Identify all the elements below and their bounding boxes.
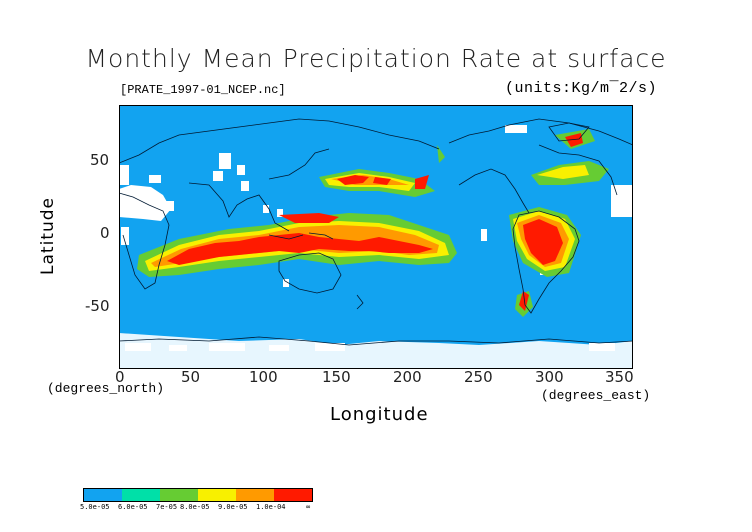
- legend-swatch: [122, 489, 160, 501]
- coastlines: [119, 118, 633, 346]
- map-title: Monthly Mean Precipitation Rate at surfa…: [85, 44, 667, 73]
- x-tick-100: 100: [249, 368, 278, 386]
- legend-swatch: [160, 489, 198, 501]
- legend-swatch: [84, 489, 122, 501]
- legend-label: ∞: [306, 503, 311, 511]
- x-tick-300: 300: [535, 368, 564, 386]
- y-tick-50: 50: [90, 151, 110, 169]
- y-unit-label: (degrees_north): [47, 381, 165, 396]
- file-label: [PRATE_1997-01_NCEP.nc]: [120, 83, 286, 97]
- x-tick-350: 350: [605, 368, 634, 386]
- legend-label: 8.0e-05: [180, 503, 210, 511]
- y-tick-minus50: -50: [85, 297, 110, 315]
- precipitation-map: [119, 105, 633, 369]
- x-axis-label: Longitude: [330, 404, 429, 425]
- precip-band-red: [167, 133, 583, 311]
- x-tick-250: 250: [464, 368, 493, 386]
- color-legend: [83, 488, 313, 502]
- legend-swatch: [274, 489, 312, 501]
- x-tick-50: 50: [181, 368, 201, 386]
- x-tick-0: 0: [115, 368, 125, 386]
- legend-label: 6.0e-05: [118, 503, 148, 511]
- x-unit-label: (degrees_east): [541, 388, 651, 403]
- legend-label: 1.0e-04: [256, 503, 286, 511]
- map-frame: [119, 105, 633, 369]
- y-tick-0: 0: [100, 224, 110, 242]
- legend-label: 7e-05: [156, 503, 178, 511]
- legend-swatch: [198, 489, 236, 501]
- y-axis-label: Latitude: [38, 197, 58, 275]
- units-label: (units:Kg/m¯2/s): [505, 80, 658, 97]
- legend-label: 9.0e-05: [218, 503, 248, 511]
- x-tick-200: 200: [393, 368, 422, 386]
- legend-label: 5.0e-05: [80, 503, 110, 511]
- legend-swatch: [236, 489, 274, 501]
- x-tick-150: 150: [322, 368, 351, 386]
